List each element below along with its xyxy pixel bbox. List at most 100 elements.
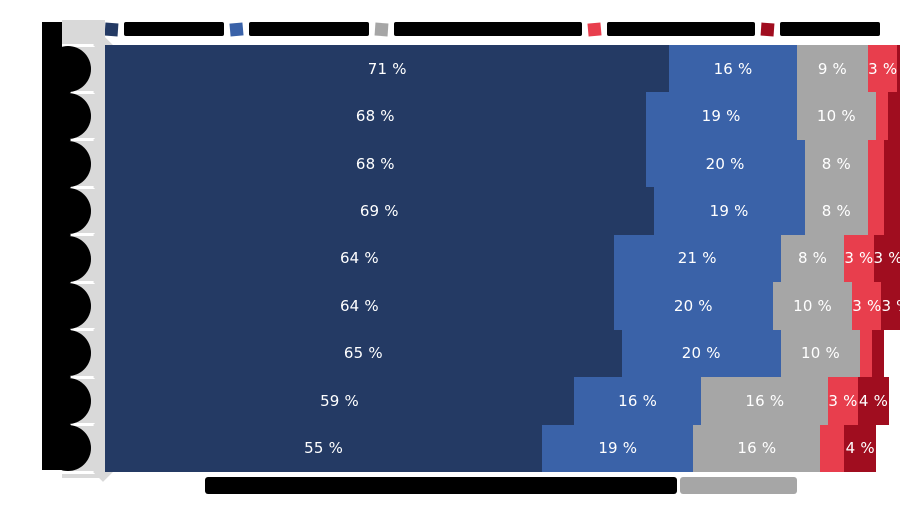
bar-segment-red[interactable] bbox=[868, 187, 884, 234]
bars-area: 71 %16 %9 %3 %68 %19 %10 %68 %20 %8 %69 … bbox=[105, 45, 900, 472]
legend bbox=[105, 21, 880, 37]
bar-value-label: 3 % bbox=[874, 249, 900, 267]
legend-swatch-blue-icon bbox=[229, 22, 243, 36]
bar-row-1: 71 % 16 % 9 % 3 % bbox=[105, 45, 900, 92]
bar-segment-navy[interactable]: 69 % bbox=[105, 187, 654, 234]
bar-segment-navy[interactable]: 64 % bbox=[105, 282, 614, 329]
bar-segment-red[interactable] bbox=[860, 330, 872, 377]
row-label-circle-blob-icon bbox=[45, 141, 91, 187]
bar-segment-blue[interactable]: 20 % bbox=[646, 140, 805, 187]
bar-value-label: 71 % bbox=[368, 60, 407, 78]
bar-segment-gray[interactable]: 8 % bbox=[805, 140, 869, 187]
bar-segment-red[interactable]: 3 % bbox=[828, 377, 857, 424]
bar-segment-navy[interactable]: 55 % bbox=[105, 425, 542, 472]
bar-segment-navy[interactable]: 71 % bbox=[105, 45, 669, 92]
bar-value-label: 55 % bbox=[304, 439, 343, 457]
bar-segment-darkred[interactable]: 3 % bbox=[874, 235, 900, 282]
bar-segment-gray[interactable]: 10 % bbox=[797, 92, 877, 139]
bar-segment-red[interactable] bbox=[820, 425, 844, 472]
bar-value-label: 8 % bbox=[822, 202, 851, 220]
row-label-circle-blob-icon bbox=[45, 283, 91, 329]
bar-segment-blue[interactable]: 20 % bbox=[614, 282, 773, 329]
bar-segment-gray[interactable]: 9 % bbox=[797, 45, 869, 92]
bar-segment-darkred[interactable] bbox=[872, 330, 884, 377]
bar-segment-darkred[interactable] bbox=[884, 140, 900, 187]
bar-value-label: 9 % bbox=[818, 60, 847, 78]
bar-value-label: 16 % bbox=[745, 392, 784, 410]
bar-segment-darkred[interactable]: 4 % bbox=[844, 425, 876, 472]
bar-value-label: 19 % bbox=[598, 439, 637, 457]
bar-value-label: 3 % bbox=[852, 297, 881, 315]
bar-segment-red[interactable]: 3 % bbox=[868, 45, 897, 92]
row-label-circle-blob-icon bbox=[45, 93, 91, 139]
legend-swatch-red-icon bbox=[587, 22, 601, 36]
bar-segment-blue[interactable]: 16 % bbox=[669, 45, 796, 92]
bar-value-label: 3 % bbox=[881, 297, 900, 315]
legend-swatch-darkred-icon bbox=[761, 22, 775, 36]
bar-value-label: 10 % bbox=[793, 297, 832, 315]
bar-segment-gray[interactable]: 10 % bbox=[781, 330, 861, 377]
bar-segment-gray[interactable]: 8 % bbox=[805, 187, 869, 234]
bar-value-label: 19 % bbox=[710, 202, 749, 220]
legend-label-blob-red bbox=[607, 22, 755, 36]
bar-row-4: 69 % 19 % 8 % bbox=[105, 187, 900, 234]
bar-value-label: 68 % bbox=[356, 107, 395, 125]
bar-value-label: 64 % bbox=[340, 249, 379, 267]
bar-row-5: 64 % 21 % 8 % 3 %3 % bbox=[105, 235, 900, 282]
bar-segment-darkred[interactable] bbox=[888, 92, 900, 139]
legend-item-red bbox=[588, 22, 755, 36]
bar-segment-navy[interactable]: 68 % bbox=[105, 92, 646, 139]
bar-segment-gray[interactable]: 16 % bbox=[693, 425, 820, 472]
bar-value-label: 3 % bbox=[828, 392, 857, 410]
bar-segment-blue[interactable]: 19 % bbox=[646, 92, 797, 139]
bar-row-2: 68 % 19 % 10 % bbox=[105, 92, 900, 139]
legend-label-blob-blue bbox=[249, 22, 369, 36]
bar-segment-navy[interactable]: 59 % bbox=[105, 377, 574, 424]
bar-value-label: 21 % bbox=[678, 249, 717, 267]
bar-value-label: 16 % bbox=[714, 60, 753, 78]
bar-segment-blue[interactable]: 19 % bbox=[654, 187, 805, 234]
legend-item-navy bbox=[105, 22, 224, 36]
bar-segment-navy[interactable]: 65 % bbox=[105, 330, 622, 377]
bar-value-label: 3 % bbox=[844, 249, 873, 267]
bar-segment-navy[interactable]: 64 % bbox=[105, 235, 614, 282]
bar-value-label: 20 % bbox=[682, 344, 721, 362]
bar-segment-red[interactable]: 3 % bbox=[852, 282, 881, 329]
bar-segment-blue[interactable]: 20 % bbox=[622, 330, 781, 377]
bar-segment-gray[interactable]: 10 % bbox=[773, 282, 853, 329]
bar-row-8: 59 % 16 % 16 % 3 %4 % bbox=[105, 377, 900, 424]
bar-segment-red[interactable] bbox=[876, 92, 888, 139]
bar-value-label: 69 % bbox=[360, 202, 399, 220]
row-label-circle-blob-icon bbox=[45, 188, 91, 234]
legend-item-gray bbox=[375, 22, 582, 36]
legend-label-blob-darkred bbox=[780, 22, 880, 36]
row-label-circle-blob-icon bbox=[45, 425, 91, 471]
bar-row-3: 68 % 20 % 8 % bbox=[105, 140, 900, 187]
legend-item-blue bbox=[230, 22, 369, 36]
bar-value-label: 59 % bbox=[320, 392, 359, 410]
bar-segment-navy[interactable]: 68 % bbox=[105, 140, 646, 187]
bar-segment-gray[interactable]: 16 % bbox=[701, 377, 828, 424]
bar-segment-red[interactable] bbox=[868, 140, 884, 187]
bar-value-label: 65 % bbox=[344, 344, 383, 362]
bar-value-label: 4 % bbox=[846, 439, 875, 457]
bar-segment-red[interactable]: 3 % bbox=[844, 235, 873, 282]
bar-value-label: 4 % bbox=[859, 392, 888, 410]
bar-segment-darkred[interactable] bbox=[884, 187, 900, 234]
bar-segment-blue[interactable]: 16 % bbox=[574, 377, 701, 424]
bar-value-label: 8 % bbox=[798, 249, 827, 267]
bar-segment-blue[interactable]: 21 % bbox=[614, 235, 781, 282]
bar-value-label: 16 % bbox=[737, 439, 776, 457]
bar-value-label: 20 % bbox=[706, 155, 745, 173]
bar-value-label: 64 % bbox=[340, 297, 379, 315]
bar-segment-darkred[interactable]: 4 % bbox=[858, 377, 890, 424]
bar-segment-blue[interactable]: 19 % bbox=[542, 425, 693, 472]
bar-segment-darkred[interactable]: 3 % bbox=[881, 282, 900, 329]
bar-value-label: 19 % bbox=[702, 107, 741, 125]
row-label-circle-blob-icon bbox=[45, 378, 91, 424]
bar-row-6: 64 % 20 % 10 % 3 %3 % bbox=[105, 282, 900, 329]
caption-source-blob bbox=[680, 477, 797, 494]
legend-swatch-gray-icon bbox=[375, 22, 389, 36]
bar-value-label: 20 % bbox=[674, 297, 713, 315]
bar-segment-gray[interactable]: 8 % bbox=[781, 235, 845, 282]
